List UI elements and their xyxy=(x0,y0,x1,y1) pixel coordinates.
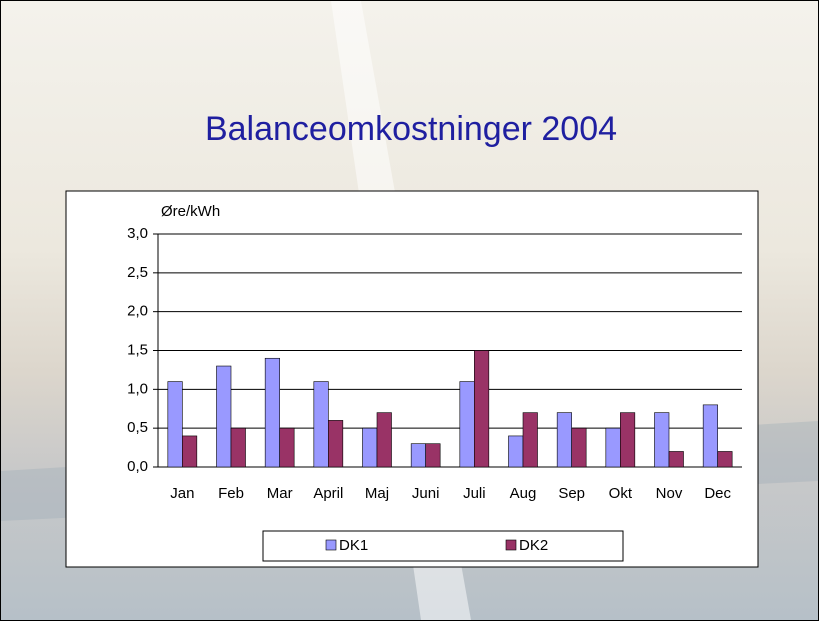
x-tick-label: Mar xyxy=(267,485,293,502)
x-tick-label: Juni xyxy=(412,485,440,502)
bar xyxy=(459,381,475,468)
bar xyxy=(522,412,538,468)
y-tick-label: 0,0 xyxy=(127,458,148,475)
y-tick-label: 1,0 xyxy=(127,380,148,397)
y-tick-label: 2,5 xyxy=(127,264,148,281)
chart-area xyxy=(65,190,759,568)
legend-label: DK2 xyxy=(519,537,548,554)
legend-label: DK1 xyxy=(339,537,368,554)
bar xyxy=(702,404,718,468)
x-tick-label: April xyxy=(313,485,343,502)
x-tick-label: Okt xyxy=(609,485,633,502)
x-tick-label: Maj xyxy=(365,485,389,502)
bar xyxy=(313,381,329,468)
x-tick-label: Dec xyxy=(704,485,731,502)
bar xyxy=(410,443,426,468)
x-tick-label: Juli xyxy=(463,485,486,502)
bar xyxy=(230,427,246,468)
bar xyxy=(654,412,670,468)
x-tick-label: Feb xyxy=(218,485,244,502)
bar xyxy=(264,357,280,468)
x-tick-label: Aug xyxy=(510,485,537,502)
legend-swatch xyxy=(505,539,517,551)
bar xyxy=(328,420,344,468)
legend-swatch xyxy=(325,539,337,551)
y-axis-label: Øre/kWh xyxy=(161,203,220,220)
y-tick-label: 3,0 xyxy=(127,225,148,242)
bar xyxy=(605,427,621,468)
x-tick-label: Sep xyxy=(558,485,585,502)
x-tick-label: Nov xyxy=(656,485,683,502)
y-tick-label: 2,0 xyxy=(127,303,148,320)
bar xyxy=(182,435,198,468)
bar xyxy=(717,451,733,468)
y-tick-label: 1,5 xyxy=(127,341,148,358)
bar xyxy=(556,412,572,468)
legend xyxy=(262,530,624,562)
bar xyxy=(279,427,295,468)
bar xyxy=(571,427,587,468)
bar xyxy=(362,427,378,468)
bar xyxy=(668,451,684,468)
x-tick-label: Jan xyxy=(170,485,194,502)
bar xyxy=(216,365,232,468)
chart-title: Balanceomkostninger 2004 xyxy=(205,110,617,148)
bar xyxy=(620,412,636,468)
y-tick-label: 0,5 xyxy=(127,419,148,436)
bar xyxy=(425,443,441,468)
bar xyxy=(376,412,392,468)
bar xyxy=(167,381,183,468)
bar xyxy=(508,435,524,468)
bar xyxy=(474,350,490,468)
